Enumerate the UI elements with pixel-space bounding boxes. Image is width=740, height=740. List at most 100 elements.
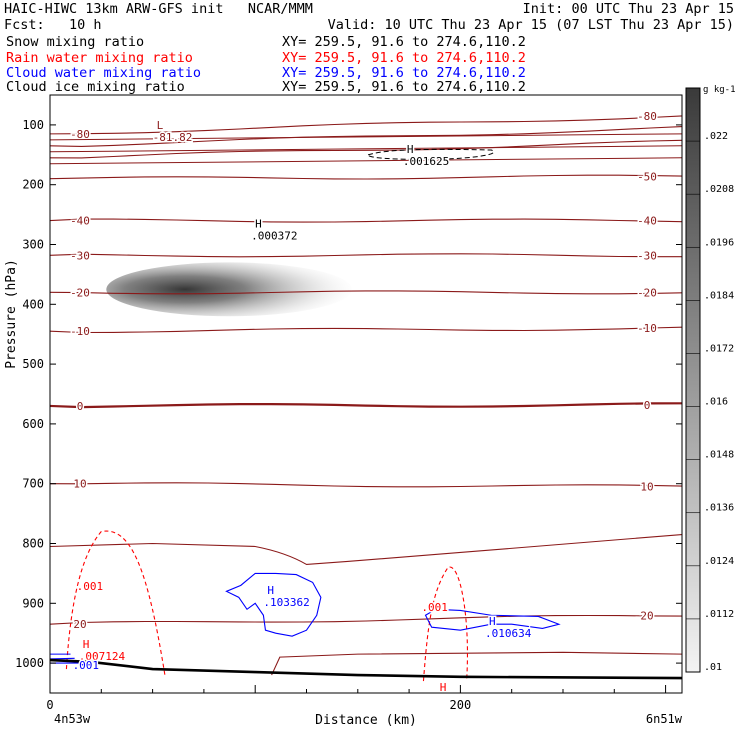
colorbar-tick-label: .0208 (704, 184, 734, 195)
cloud-water-contour (225, 572, 322, 637)
plot-area: -80 -80 -50 -40 -40 -30 -30 -20 -20 -10 -10 0 0 10 10 2… (50, 108, 682, 706)
isotherm-contour (50, 133, 682, 141)
colorbar-tick-label: .0124 (704, 556, 734, 567)
field-xy-rain: XY= 259.5, 91.6 to 274.6,110.2 (282, 50, 526, 66)
extremum-value: .010634 (485, 627, 532, 640)
y-tick-label: 200 (22, 178, 44, 192)
colorbar-tick-label: .0136 (704, 503, 734, 514)
isotherm-contour (50, 218, 682, 223)
isotherm-contour (50, 253, 682, 258)
isotherm-label: -50 (637, 170, 657, 183)
isotherm-contour (50, 482, 682, 488)
isotherm-contour (50, 139, 682, 159)
colorbar-unit-label: g kg-1 (703, 85, 736, 95)
extremum-marker: L (157, 119, 164, 132)
colorbar-tick-label: .0184 (704, 290, 734, 301)
y-tick-label: 700 (22, 477, 44, 491)
extremum-marker: H (440, 681, 447, 694)
isotherm-label: -30 (70, 249, 90, 262)
isotherm-label: 20 (73, 618, 86, 631)
y-tick-label: 600 (22, 417, 44, 431)
contour-label: .001 (77, 580, 104, 593)
isotherm-label: 10 (73, 478, 86, 491)
y-tick-label: 1000 (15, 656, 44, 670)
y-tick-label: 500 (22, 357, 44, 371)
colorbar-tick-label: .01 (704, 662, 722, 673)
field-name-cloudice: Cloud ice mixing ratio (6, 79, 185, 95)
cloud-ice-contour (367, 148, 495, 161)
x-axis-label: Distance (km) (315, 713, 417, 728)
colorbar-tick-label: .0172 (704, 343, 734, 354)
isotherm-label: -20 (637, 286, 657, 299)
extremum-value: .004137 (436, 693, 482, 706)
extremum-value: -81.82 (153, 131, 193, 144)
isotherm-contour (50, 145, 682, 153)
isotherm-label: -40 (637, 215, 657, 228)
isotherm-label: -30 (637, 249, 657, 262)
cloud-water-contour (424, 608, 561, 631)
isotherm-contour (50, 402, 682, 409)
contour-label: .001 (73, 659, 100, 672)
header-title: HAIC-HIWC 13km ARW-GFS init NCAR/MMM (4, 1, 313, 17)
y-tick-label: 300 (22, 238, 44, 252)
header-valid: Valid: 10 UTC Thu 23 Apr 15 (07 LST Thu … (327, 17, 734, 33)
y-axis-label: Pressure (hPa) (4, 259, 19, 369)
isotherm-label: -10 (637, 322, 657, 335)
isotherm-label: 10 (640, 481, 653, 494)
contour-label: .001 (421, 601, 448, 614)
x-endpoint-left: 4n53w (54, 712, 91, 726)
isotherm-contour (50, 326, 682, 334)
isotherm-contour (50, 115, 682, 135)
isotherm-label: -40 (70, 215, 90, 228)
header-init: Init: 00 UTC Thu 23 Apr 15 (522, 1, 734, 17)
y-tick-label: 900 (22, 596, 44, 610)
field-xy-cloudice: XY= 259.5, 91.6 to 274.6,110.2 (282, 79, 526, 95)
terrain-surface-line (50, 658, 682, 680)
isotherm-label: -80 (637, 110, 657, 123)
colorbar-tick-label: .0196 (704, 237, 734, 248)
isotherm-label: -10 (70, 325, 90, 338)
extremum-value: .103362 (263, 596, 309, 609)
snow-mixing-ratio-shading (106, 262, 353, 317)
extremum-value: .000372 (251, 230, 297, 243)
header-fcst: Fcst: 10 h (4, 17, 102, 33)
colorbar: .01 .0112 .0124 .0136 .0148 .016 .0172 .0184 .01… (685, 85, 736, 673)
colorbar-tick-label: .016 (704, 397, 728, 408)
x-endpoint-right: 6n51w (646, 712, 683, 726)
isotherm-contour (50, 157, 682, 165)
extremum-marker: H (489, 615, 496, 628)
isotherm-label: -20 (70, 286, 90, 299)
isotherm-label: 0 (77, 400, 84, 413)
colorbar-tick-label: .022 (704, 131, 728, 142)
isotherm-contour (50, 126, 682, 147)
field-xy-cloudwater: XY= 259.5, 91.6 to 274.6,110.2 (282, 65, 526, 81)
extremum-value: .007124 (79, 650, 126, 663)
y-tick-label: 100 (22, 118, 44, 132)
isotherm-contour (50, 614, 682, 625)
isotherm-contour (50, 290, 682, 295)
extremum-marker: H (407, 143, 414, 156)
extremum-marker: H (83, 638, 90, 651)
y-tick-label: 400 (22, 297, 44, 311)
rain-water-contour (65, 530, 166, 676)
plot-frame (49, 94, 683, 694)
y-tick-label: 800 (22, 537, 44, 551)
extremum-marker: H (267, 584, 274, 597)
colorbar-tick-label: .0112 (704, 609, 734, 620)
isotherm-label: 0 (644, 399, 651, 412)
field-xy-snow: XY= 259.5, 91.6 to 274.6,110.2 (282, 34, 526, 50)
isotherm-contour (50, 174, 682, 180)
field-name-snow: Snow mixing ratio (6, 34, 145, 50)
isotherm-label: 20 (640, 609, 653, 622)
x-tick-label: 200 (450, 698, 472, 712)
field-name-cloudwater: Cloud water mixing ratio (6, 65, 202, 81)
isotherm-label: -80 (70, 128, 90, 141)
x-tick-label: 0 (46, 698, 53, 712)
isotherm-contour (50, 533, 682, 565)
extremum-marker: H (255, 218, 262, 231)
colorbar-tick-label: .0148 (704, 450, 734, 461)
extremum-value: .001625 (403, 155, 449, 168)
colorbar-bar (685, 87, 701, 673)
